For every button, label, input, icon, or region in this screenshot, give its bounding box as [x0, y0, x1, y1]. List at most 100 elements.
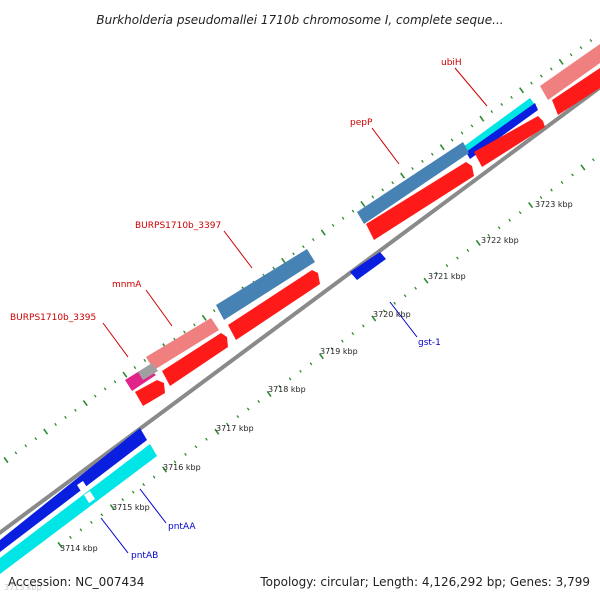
cds-arrow-5[interactable] — [162, 333, 228, 386]
kbp-labels: 3713 kbp 3714 kbp 3715 kbp 3716 kbp 3717… — [4, 200, 573, 592]
cds-arrow-6[interactable] — [135, 380, 165, 406]
scale-tick-mark — [152, 475, 156, 479]
gene-block-gst1[interactable] — [350, 252, 386, 280]
outer-tick-mark — [3, 456, 9, 464]
outer-tick-mark — [400, 172, 406, 179]
topology-label: Topology: circular; Length: 4,126,292 bp… — [259, 575, 590, 589]
gene-block-pepP[interactable] — [357, 142, 469, 224]
scale-tick-mark — [194, 445, 198, 449]
scale-tick-mark — [550, 188, 553, 192]
outer-tick-mark — [539, 74, 543, 78]
scale-tick-mark — [580, 164, 586, 171]
chromosome-backbone — [0, 84, 600, 536]
cds-arrow-2[interactable] — [474, 116, 545, 167]
label-burps3397[interactable]: BURPS1710b_3397 — [135, 221, 221, 231]
kbp-label: 3716 kbp — [163, 463, 201, 472]
outer-tick-mark — [201, 314, 207, 321]
outer-tick-mark — [272, 266, 276, 270]
scale-tick-mark — [173, 460, 177, 464]
outer-tick-mark — [549, 67, 553, 71]
outer-tick-mark — [411, 167, 414, 170]
scale-tick-mark — [266, 390, 272, 397]
outer-tick-mark — [391, 181, 395, 185]
scale-tick-mark — [162, 466, 168, 473]
gene-block-ubiH-outer[interactable] — [540, 44, 600, 100]
scale-tick-mark — [497, 226, 501, 230]
outer-tick-mark — [54, 422, 57, 426]
scale-tick-mark — [109, 504, 115, 511]
scale-tick-mark — [466, 248, 470, 252]
outer-tick-mark — [122, 371, 128, 378]
scale-tick-mark — [414, 286, 417, 290]
leader-pntAA — [139, 488, 167, 524]
label-mnmA[interactable]: mnmA — [112, 280, 142, 290]
label-burps3395[interactable]: BURPS1710b_3395 — [10, 313, 96, 323]
gene-block-ubiH-blue[interactable] — [466, 103, 538, 159]
kbp-label: 3719 kbp — [320, 347, 358, 356]
cds-arrow-1[interactable] — [552, 68, 600, 115]
outer-tick-mark — [360, 200, 366, 208]
scale-tick-mark — [131, 490, 135, 494]
outer-tick-mark — [450, 138, 454, 142]
outer-tick-mark — [381, 188, 385, 192]
leader-pntAB — [100, 517, 129, 554]
scale-tick-mark — [456, 256, 459, 260]
outer-tick-mark — [530, 81, 533, 85]
scale-tick-mark — [393, 301, 397, 305]
outer-tick-mark — [500, 103, 504, 106]
scale-tick-mark — [236, 415, 240, 419]
gene-block-burps3395-grey[interactable] — [138, 363, 158, 380]
outer-tick-mark — [193, 323, 196, 327]
outer-tick-track — [3, 39, 593, 464]
outer-tick-mark — [519, 87, 525, 94]
label-pntAB[interactable]: pntAB — [131, 551, 158, 561]
outer-tick-mark — [320, 229, 326, 236]
label-ubiH[interactable]: ubiH — [441, 58, 462, 68]
scale-tick-mark — [475, 239, 481, 246]
gene-block-burps3397[interactable] — [216, 249, 315, 320]
gene-block-ubiH[interactable] — [463, 98, 535, 153]
outer-tick-mark — [460, 131, 464, 135]
scale-tick-mark — [184, 452, 187, 456]
outer-tick-mark — [430, 152, 434, 156]
scale-tick-mark — [361, 324, 365, 328]
gene-block-pntAA[interactable] — [0, 428, 147, 552]
outer-tick-mark — [212, 309, 216, 313]
upper-strand-features — [125, 44, 600, 391]
outer-tick-mark — [470, 124, 474, 128]
leader-mnmA — [145, 289, 173, 327]
scale-tick-mark — [423, 277, 429, 284]
leader-ubiH — [454, 67, 488, 107]
outer-tick-mark — [569, 53, 573, 57]
scale-tick-mark — [560, 180, 564, 184]
scale-tick-mark — [142, 483, 146, 487]
outer-tick-mark — [64, 415, 67, 419]
middle-strand-features — [135, 68, 600, 406]
scale-tick-mark — [528, 202, 534, 209]
label-gst1[interactable]: gst-1 — [418, 338, 441, 348]
scale-tick-mark — [571, 173, 574, 177]
scale-tick-mark — [57, 541, 63, 549]
scale-tick-mark — [382, 309, 386, 313]
outer-tick-mark — [183, 330, 186, 334]
scale-tick-mark — [299, 369, 302, 373]
kbp-label: 3718 kbp — [268, 385, 306, 394]
outer-tick-mark — [14, 451, 18, 455]
outer-tick-mark — [74, 408, 77, 412]
leader-burps3397 — [223, 230, 253, 269]
label-pntAA[interactable]: pntAA — [168, 522, 196, 532]
outer-tick-mark — [24, 444, 28, 448]
outer-tick-mark — [331, 223, 335, 227]
gene-block-pntAB[interactable] — [0, 444, 157, 574]
outer-tick-mark — [82, 400, 88, 407]
scale-tick-mark — [435, 271, 438, 275]
cds-arrow-4[interactable] — [228, 270, 320, 340]
gene-block-mnmA[interactable] — [146, 318, 219, 370]
cds-arrow-3[interactable] — [366, 162, 474, 240]
outer-tick-mark — [490, 110, 494, 114]
label-pepP[interactable]: pepP — [350, 118, 373, 128]
gene-block-pntAB-divider — [84, 491, 95, 503]
outer-tick-mark — [311, 238, 315, 242]
scale-tick-mark — [205, 437, 208, 441]
scale-tick-mark — [121, 498, 125, 502]
